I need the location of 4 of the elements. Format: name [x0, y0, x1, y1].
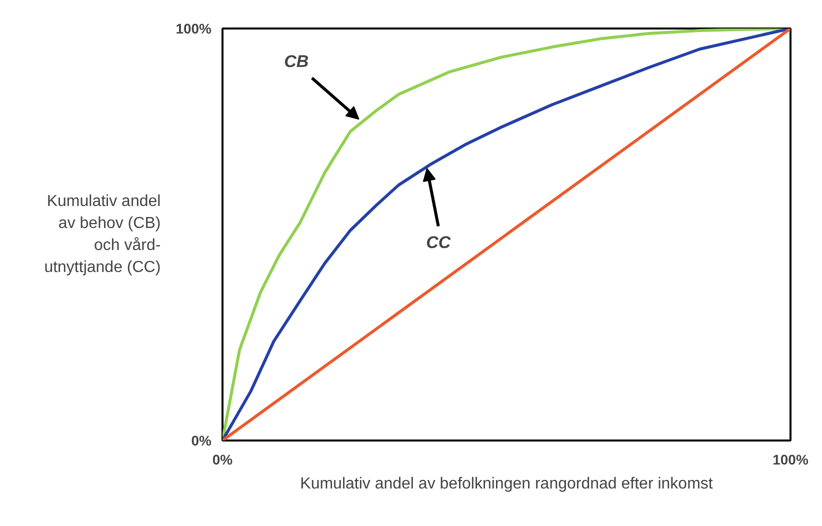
annotation: CB	[284, 52, 309, 71]
x-axis-title: Kumulativ andel av befolkningen rangordnad efter inkomst	[300, 476, 714, 492]
y-axis-title: Kumulativ andel av behov (CB) och vård- utnyttjande (CC)	[44, 192, 161, 276]
annotation: CC	[426, 233, 452, 252]
